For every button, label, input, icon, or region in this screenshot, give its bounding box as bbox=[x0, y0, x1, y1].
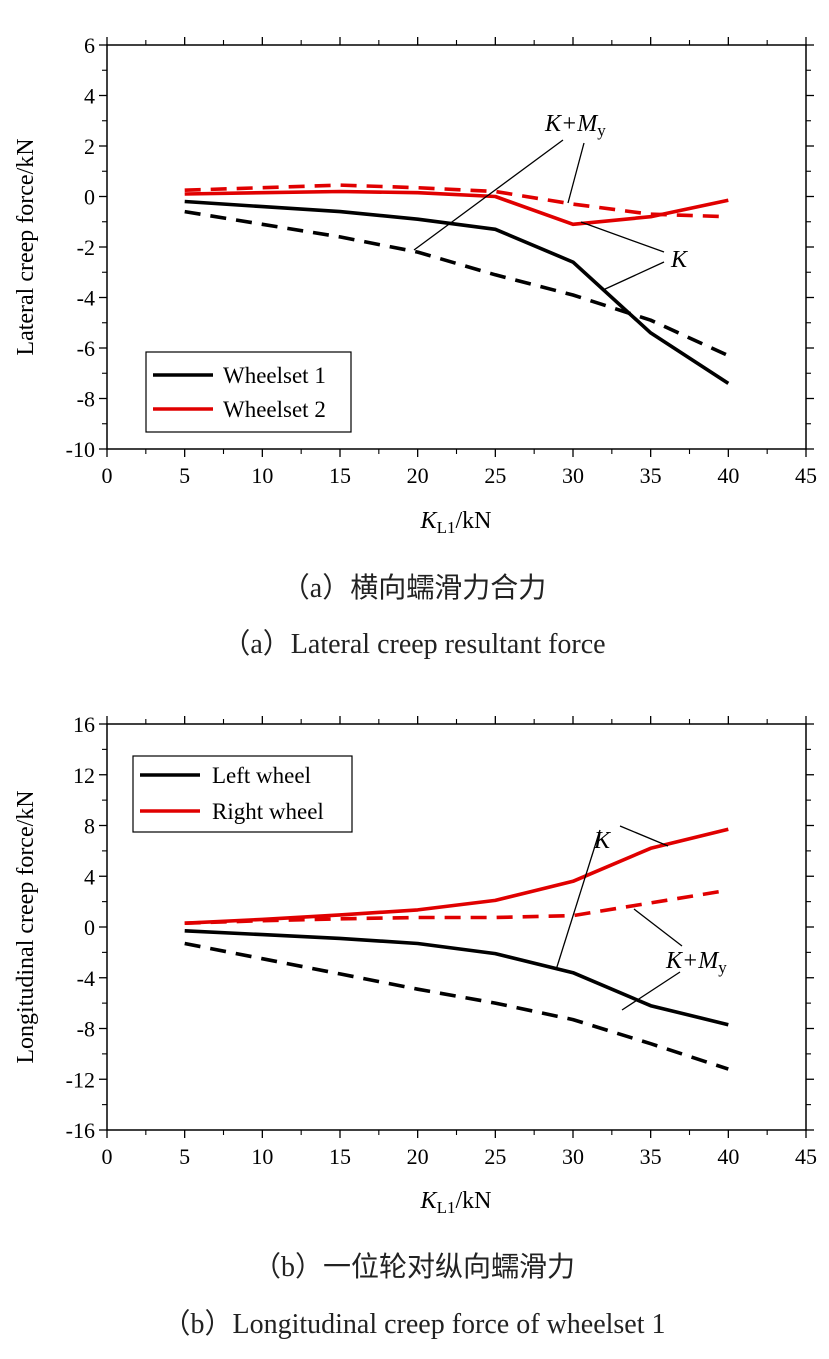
x-tick-label: 35 bbox=[640, 463, 662, 488]
annotation-leader bbox=[567, 142, 585, 204]
y-tick-label: 0 bbox=[84, 185, 95, 210]
x-tick-label: 40 bbox=[717, 463, 739, 488]
caption-cn-b: （b）一位轮对纵向蠕滑力 bbox=[253, 1251, 575, 1283]
x-tick-label: 30 bbox=[562, 1144, 584, 1169]
x-tick-label: 25 bbox=[484, 463, 506, 488]
x-tick-label: 15 bbox=[329, 1144, 351, 1169]
x-tick-label: 25 bbox=[484, 1144, 506, 1169]
y-tick-label: 4 bbox=[84, 84, 95, 109]
x-label-sub: L1 bbox=[437, 1198, 456, 1217]
annotation-leader bbox=[580, 221, 665, 253]
legend-label-1: Wheelset 1 bbox=[223, 363, 326, 388]
annotation-k: K bbox=[670, 247, 689, 273]
annotation-leader bbox=[555, 829, 601, 971]
y-tick-label: 6 bbox=[84, 33, 95, 58]
y-tick-label: -8 bbox=[77, 387, 95, 412]
series-line-wheelset-2-dashed bbox=[184, 183, 729, 219]
x-tick-label: 20 bbox=[407, 463, 429, 488]
y-axis-label: Lateral creep force/kN bbox=[13, 138, 39, 355]
chart-longitudinal: 0 5 10 15 20 25 30 35 40 45 -16 -12 -8 -4 0 4 8 12 16 Long… bbox=[13, 712, 817, 1217]
annotation-leader bbox=[621, 971, 681, 1011]
annotation-k: K bbox=[593, 828, 612, 854]
y-tick-label: 0 bbox=[84, 915, 95, 940]
legend-box bbox=[132, 755, 353, 833]
y-tick-label: 2 bbox=[84, 134, 95, 159]
x-tick-label: 5 bbox=[179, 463, 190, 488]
x-tick-label: 35 bbox=[640, 1144, 662, 1169]
legend-label-2: Right wheel bbox=[212, 799, 324, 824]
annotation-leader bbox=[602, 261, 665, 291]
y-tick-label: 8 bbox=[84, 814, 95, 839]
series-line-left-wheel-dashed bbox=[184, 941, 729, 1071]
x-label-main: K bbox=[420, 1188, 439, 1214]
caption-en-a: （a）Lateral creep resultant force bbox=[222, 628, 605, 660]
x-tick-label: 20 bbox=[407, 1144, 429, 1169]
legend-label-1: Left wheel bbox=[212, 763, 311, 788]
annotation-leader bbox=[633, 908, 683, 947]
y-tick-label: 16 bbox=[73, 712, 95, 737]
y-axis-label: Longitudinal creep force/kN bbox=[13, 790, 39, 1063]
x-tick-label: 10 bbox=[251, 1144, 273, 1169]
x-tick-label: 10 bbox=[251, 463, 273, 488]
x-label-main: K bbox=[420, 508, 439, 534]
caption-cn-a: （a）横向蠕滑力合力 bbox=[282, 572, 546, 604]
x-tick-label: 45 bbox=[795, 1144, 817, 1169]
x-label-unit: /kN bbox=[455, 1188, 491, 1214]
y-tick-label: -16 bbox=[66, 1118, 95, 1143]
series-line-wheelset-2-solid bbox=[184, 189, 729, 227]
series-line-wheelset-1-solid bbox=[184, 199, 730, 385]
series-line-wheelset-1-dashed bbox=[184, 209, 730, 358]
x-tick-label: 30 bbox=[562, 463, 584, 488]
annotation-leader bbox=[413, 139, 564, 251]
x-axis-label: KL1/kN bbox=[420, 508, 492, 537]
x-tick-label: 40 bbox=[717, 1144, 739, 1169]
x-tick-label: 5 bbox=[179, 1144, 190, 1169]
series-line-right-wheel-solid bbox=[184, 827, 729, 925]
y-tick-label: 12 bbox=[73, 763, 95, 788]
y-tick-label: -6 bbox=[77, 336, 95, 361]
x-tick-label: 45 bbox=[795, 463, 817, 488]
caption-en-b: （b）Longitudinal creep force of wheelset … bbox=[162, 1308, 665, 1340]
x-axis-label: KL1/kN bbox=[420, 1188, 492, 1217]
series-line-left-wheel-solid bbox=[184, 929, 729, 1027]
legend-box bbox=[145, 351, 352, 433]
y-tick-label: -10 bbox=[66, 437, 95, 462]
annotation-leader bbox=[619, 825, 669, 847]
y-tick-label: -12 bbox=[66, 1067, 95, 1092]
chart-lateral: 0 5 10 15 20 25 30 35 40 45 -10 -8 -6 -4 -2 0 2 4 6 Latera… bbox=[13, 33, 817, 537]
y-tick-label: -8 bbox=[77, 1017, 95, 1042]
legend-label-2: Wheelset 2 bbox=[223, 397, 326, 422]
series-line-right-wheel-dashed bbox=[184, 888, 729, 925]
y-tick-label: -2 bbox=[77, 235, 95, 260]
x-label-sub: L1 bbox=[437, 518, 456, 537]
x-label-unit: /kN bbox=[455, 508, 491, 534]
y-tick-label: -4 bbox=[77, 286, 95, 311]
y-tick-label: -4 bbox=[77, 966, 95, 991]
annotation-k-my: K+My bbox=[665, 948, 727, 977]
y-tick-label: 4 bbox=[84, 864, 95, 889]
annotation-k-my: K+My bbox=[544, 111, 606, 140]
x-tick-label: 0 bbox=[102, 463, 113, 488]
x-tick-label: 15 bbox=[329, 463, 351, 488]
x-tick-label: 0 bbox=[102, 1144, 113, 1169]
